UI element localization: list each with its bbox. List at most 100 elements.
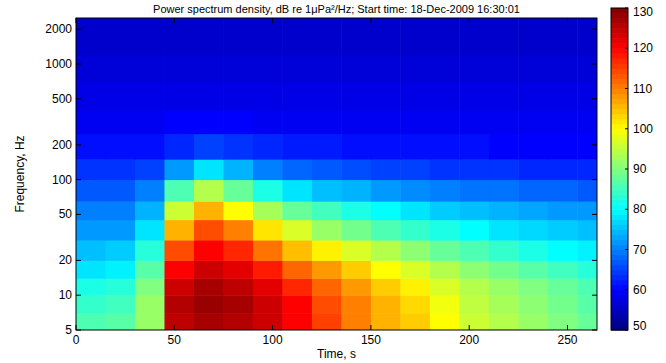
cell [282,201,312,220]
cell [459,82,489,111]
cell [518,159,548,180]
cell [400,240,430,261]
y-tick [592,29,597,30]
cell [76,55,106,83]
cell [371,55,401,83]
cell [341,18,371,55]
cell [400,260,430,278]
cell [577,55,597,83]
cell [76,18,106,55]
colorbar-step [611,159,628,165]
cell [194,220,224,241]
y-tick [76,214,81,215]
cell [194,260,224,278]
colorbar-step [611,104,628,110]
cell [371,295,401,313]
cell [105,313,135,330]
y-tick [76,330,81,331]
cell [282,220,312,241]
cell [518,260,548,278]
colorbar-tick [625,330,628,331]
colorbar-step [611,99,628,105]
cell [489,18,519,55]
cell [577,110,597,134]
cell [371,278,401,295]
x-axis-title: Time, s [317,347,356,361]
colorbar-tick-label: 110 [633,82,652,96]
colorbar-step [611,28,628,34]
cell [577,82,597,111]
y-tick [592,144,597,145]
cell [548,220,578,241]
cell [282,313,312,330]
cell [548,159,578,180]
colorbar-step [611,43,628,49]
cell [105,278,135,295]
cell [282,110,312,134]
cell [282,240,312,261]
cell [371,110,401,134]
cell [164,159,194,180]
cell [548,134,578,160]
colorbar-step [611,149,628,155]
cell [400,278,430,295]
cell [223,278,253,295]
cell [459,180,489,202]
y-tick-label: 20 [59,253,73,267]
cell [489,55,519,83]
colorbar-step [611,179,628,185]
x-tick [469,18,470,23]
colorbar-tick-label: 100 [633,122,653,136]
cell [135,220,165,241]
colorbar-tick [625,128,628,129]
cell [223,134,253,160]
cell [371,240,401,261]
cell [105,82,135,111]
cell [341,278,371,295]
cell [164,278,194,295]
cell [105,201,135,220]
cell [371,159,401,180]
cell [194,55,224,83]
colorbar-step [611,239,628,245]
y-tick-label: 100 [52,173,72,187]
y-tick [592,179,597,180]
colorbar-step [611,265,628,271]
cell [223,55,253,83]
cell [164,55,194,83]
y-tick [76,179,81,180]
cell [164,295,194,313]
colorbar-step [611,169,628,175]
cell [253,180,283,202]
cell [518,240,548,261]
cell [253,278,283,295]
colorbar-tick-label: 70 [633,243,647,257]
cell [105,134,135,160]
cell [371,18,401,55]
cell [459,295,489,313]
cell [430,260,460,278]
cell [223,313,253,330]
cell [135,55,165,83]
colorbar-step [611,270,628,276]
colorbar-tick [625,48,628,49]
colorbar-step [611,53,628,59]
colorbar-step [611,290,628,296]
cell [105,55,135,83]
cell [223,18,253,55]
cell [194,278,224,295]
x-tick-label: 250 [557,333,577,347]
x-tick [174,325,175,330]
y-tick [76,144,81,145]
colorbar-step [611,83,628,89]
colorbar-tick [625,169,628,170]
cell [341,313,371,330]
cell [518,134,548,160]
colorbar-step [611,94,628,100]
x-tick [272,18,273,23]
cell [282,180,312,202]
cell [76,201,106,220]
cell [400,82,430,111]
cell [577,201,597,220]
cell [164,180,194,202]
